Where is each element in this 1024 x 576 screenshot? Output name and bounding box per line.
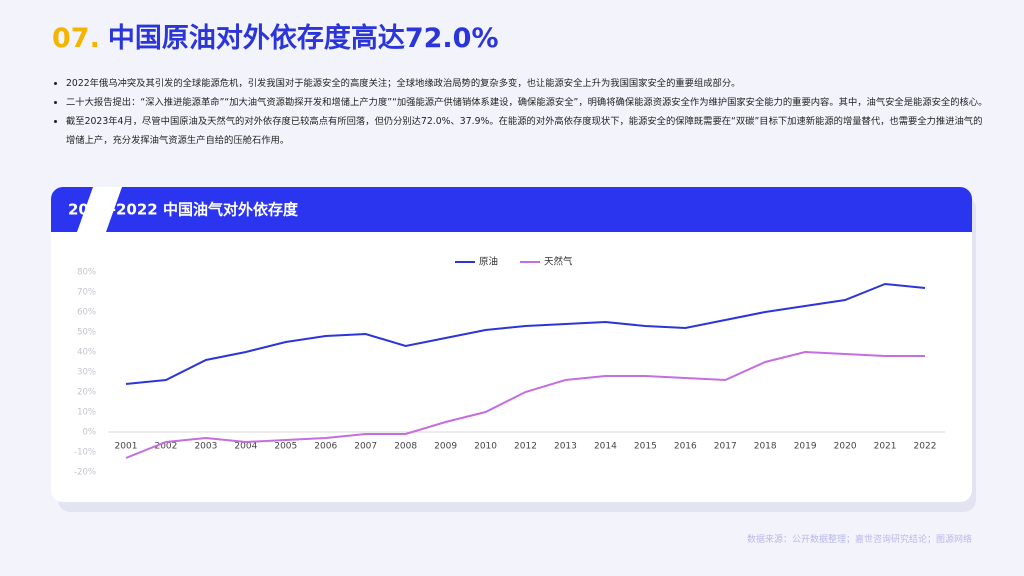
slide-number: 07.	[52, 23, 100, 54]
y-tick-label: 20%	[77, 388, 96, 398]
x-tick-label: 2006	[314, 442, 337, 452]
x-tick-label: 2017	[714, 442, 737, 452]
legend-label: 天然气	[544, 256, 573, 268]
card	[51, 187, 972, 502]
x-tick-label: 2010	[474, 442, 497, 452]
x-tick-label: 2022	[914, 442, 937, 452]
bullet: 二十大报告提出：“深入推进能源革命”“加大油气资源勘探开发和增储上产力度”“加强…	[66, 93, 991, 112]
line-series	[125, 282, 926, 385]
y-tick-label: 40%	[77, 348, 96, 358]
y-tick-label: -20%	[74, 468, 96, 478]
y-tick-label: 50%	[77, 328, 96, 338]
x-tick-label: 2007	[354, 442, 377, 452]
y-tick-label: 60%	[77, 308, 96, 318]
x-tick-label: 2019	[794, 442, 817, 452]
x-tick-label: 2004	[234, 442, 257, 452]
x-tick-label: 2016	[674, 442, 697, 452]
slide-title: 07. 中国原油对外依存度高达72.0%	[52, 16, 499, 55]
x-tick-label: 2021	[874, 442, 897, 452]
y-tick-label: 30%	[77, 368, 96, 378]
x-tick-label: 2012	[514, 442, 537, 452]
chart-title: 2001-2022 中国油气对外依存度	[68, 201, 299, 219]
card-header	[51, 187, 972, 232]
source-note: 数据来源：公开数据整理；嘉世咨询研究结论；图源网络	[746, 535, 972, 545]
bullet-list: 2022年俄乌冲突及其引发的全球能源危机，引发我国对于能源安全的高度关注；全球地…	[52, 74, 991, 150]
x-tick-label: 2018	[754, 442, 777, 452]
x-tick-label: 2014	[594, 442, 617, 452]
x-tick-label: 2005	[274, 442, 297, 452]
bullet: 截至2023年4月，尽管中国原油及天然气的对外依存度已较高点有所回落，但仍分别达…	[66, 112, 991, 150]
x-tick-label: 2020	[834, 442, 857, 452]
y-tick-label: 80%	[77, 268, 96, 278]
x-tick-label: 2001	[115, 442, 138, 452]
y-tick-label: -10%	[74, 448, 96, 458]
x-tick-label: 2003	[194, 442, 217, 452]
y-tick-label: 10%	[77, 408, 96, 418]
y-tick-label: 0%	[83, 428, 97, 438]
x-tick-label: 2008	[394, 442, 417, 452]
slide-title-text: 中国原油对外依存度高达72.0%	[107, 23, 499, 54]
line-series	[125, 350, 925, 459]
y-tick-label: 70%	[77, 288, 96, 298]
header-stripe	[77, 187, 122, 232]
x-tick-label: 2002	[154, 442, 177, 452]
bullet: 2022年俄乌冲突及其引发的全球能源危机，引发我国对于能源安全的高度关注；全球地…	[66, 74, 991, 93]
legend-label: 原油	[479, 256, 498, 268]
x-tick-label: 2015	[634, 442, 657, 452]
x-tick-label: 2009	[434, 442, 457, 452]
x-tick-label: 2013	[554, 442, 577, 452]
